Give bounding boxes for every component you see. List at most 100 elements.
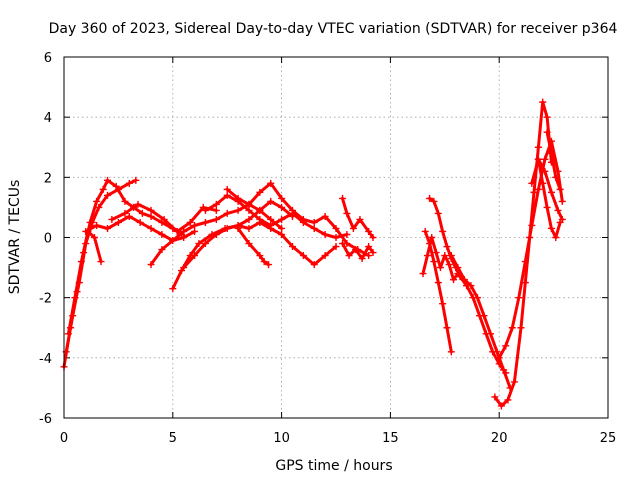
data-point — [234, 224, 242, 232]
data-point — [369, 234, 377, 241]
tick-labels: 0 5 10 15 20 25 -6 -4 -2 0 2 4 6 — [39, 51, 616, 446]
data-point — [430, 197, 438, 205]
data-point — [434, 279, 442, 287]
data-point — [265, 261, 273, 269]
data-point — [310, 224, 318, 232]
data-point — [138, 209, 146, 217]
data-point — [486, 330, 494, 338]
data-point — [147, 206, 155, 214]
data-point — [245, 215, 253, 223]
data-point — [180, 227, 188, 235]
data-point — [97, 258, 105, 266]
data-point — [299, 252, 307, 260]
data-point — [534, 155, 542, 163]
data-point — [460, 276, 468, 284]
series-line — [203, 193, 349, 239]
data-point — [543, 203, 551, 211]
series-line — [530, 157, 564, 221]
data-point — [558, 197, 566, 205]
data-point — [502, 342, 510, 350]
data-point — [332, 234, 340, 241]
data-point — [547, 149, 555, 157]
x-tick-label: 10 — [273, 431, 290, 446]
series-track-15 — [421, 227, 455, 356]
data-point — [436, 264, 444, 272]
series-track-3 — [64, 227, 105, 338]
series-track-8 — [180, 218, 340, 272]
data-point — [267, 197, 275, 205]
data-point — [147, 212, 155, 220]
data-point — [82, 227, 90, 235]
data-point — [510, 378, 518, 386]
data-point — [358, 255, 366, 263]
series-track-21 — [534, 155, 564, 241]
data-point — [556, 218, 564, 226]
data-point — [64, 330, 72, 338]
data-point — [180, 234, 188, 241]
series-line — [449, 254, 512, 390]
data-point — [99, 185, 107, 193]
data-point — [345, 252, 353, 260]
data-point — [108, 215, 116, 223]
data-point — [541, 155, 549, 163]
series-track-22 — [543, 128, 564, 193]
data-point — [504, 396, 512, 404]
data-point — [439, 300, 447, 308]
data-point — [356, 215, 364, 223]
data-point — [256, 188, 264, 196]
data-point — [267, 215, 275, 223]
data-point — [278, 203, 286, 211]
data-point — [201, 218, 209, 226]
y-tick-label: 0 — [44, 232, 52, 247]
data-point — [121, 209, 129, 217]
data-point — [365, 252, 373, 260]
data-point — [493, 348, 501, 356]
data-point — [212, 200, 220, 208]
data-point — [547, 188, 555, 196]
data-point — [434, 209, 442, 217]
data-point — [310, 218, 318, 226]
data-point — [158, 246, 166, 254]
data-point — [147, 261, 155, 269]
data-point — [223, 185, 231, 193]
x-tick-label: 0 — [60, 431, 68, 446]
series-track-19 — [495, 137, 566, 362]
data-point — [552, 173, 560, 181]
data-point — [349, 224, 357, 232]
data-point — [147, 224, 155, 232]
data-point — [508, 324, 516, 332]
data-point — [321, 252, 329, 260]
data-point — [447, 252, 455, 260]
data-point — [332, 224, 340, 232]
series-track-12 — [339, 194, 377, 241]
series-line — [64, 178, 138, 354]
data-point — [90, 234, 98, 241]
data-point — [339, 194, 347, 202]
data-point — [365, 227, 373, 235]
data-point — [234, 194, 242, 202]
data-point — [234, 206, 242, 214]
data-point — [173, 227, 181, 235]
data-point — [421, 227, 429, 235]
data-point — [288, 206, 296, 214]
data-point — [77, 258, 85, 266]
data-point — [556, 185, 564, 193]
data-point — [125, 212, 133, 220]
data-point — [299, 215, 307, 223]
data-point — [212, 230, 220, 238]
data-point — [88, 218, 96, 226]
data-point — [541, 167, 549, 175]
data-point — [443, 324, 451, 332]
data-point — [256, 252, 264, 260]
data-point — [467, 282, 475, 290]
data-point — [278, 194, 286, 202]
data-point — [521, 258, 529, 266]
data-point — [104, 224, 112, 232]
data-point — [195, 240, 203, 248]
data-point — [160, 215, 168, 223]
y-tick-label: -2 — [39, 292, 52, 307]
data-point — [134, 200, 142, 208]
data-point — [114, 218, 122, 226]
data-point — [267, 221, 275, 229]
